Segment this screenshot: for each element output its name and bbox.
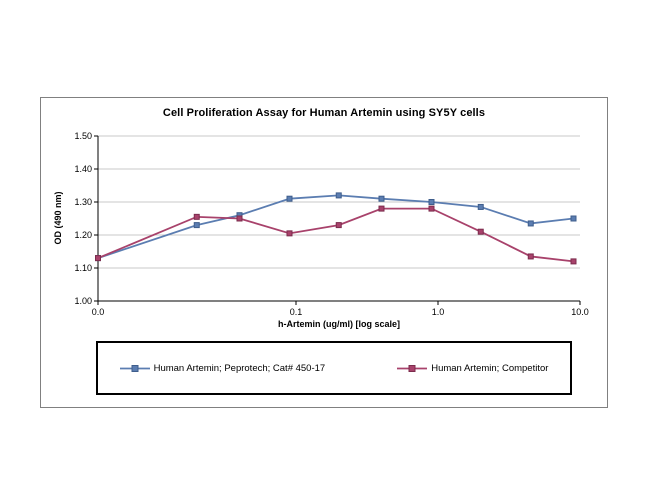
series-marker-0 [570, 215, 577, 222]
y-tick-label: 1.20 [74, 230, 92, 240]
grid-layer: 1.00 1.10 1.20 1.30 1.40 1.50 0.0 0.1 1.0 10.0 [74, 131, 588, 317]
series-marker-0 [527, 220, 534, 227]
x-axis-title: h-Artemin (ug/ml) [log scale] [278, 319, 400, 329]
x-tick-label: 10.0 [571, 307, 589, 317]
series-marker-0 [335, 192, 342, 199]
y-axis-title: OD (490 nm) [53, 191, 63, 244]
chart-frame: Cell Proliferation Assay for Human Artem… [40, 97, 608, 408]
x-tick-label: 1.0 [432, 307, 445, 317]
series-marker-1 [570, 258, 577, 265]
series-marker-0 [428, 199, 435, 205]
series-line-1 [97, 207, 574, 263]
series-marker-1 [527, 253, 534, 260]
series-marker-1 [477, 228, 484, 235]
legend-box: Human Artemin; Peprotech; Cat# 450-17 Hu… [96, 341, 572, 395]
y-tick-label: 1.30 [74, 197, 92, 207]
series-layer [95, 192, 577, 265]
legend-entry-peprotech: Human Artemin; Peprotech; Cat# 450-17 [119, 362, 326, 374]
series-marker-1 [193, 213, 200, 220]
y-tick-label: 1.50 [74, 131, 92, 141]
x-tick-label: 0.1 [290, 307, 303, 317]
series-marker-1 [378, 205, 385, 212]
series-marker-0 [477, 203, 484, 210]
x-tick-label: 0.0 [92, 307, 105, 317]
series-marker-1 [428, 205, 435, 212]
y-tick-label: 1.00 [74, 296, 92, 306]
legend-label-competitor: Human Artemin; Competitor [431, 362, 549, 374]
series-marker-1 [236, 215, 243, 222]
chart-title: Cell Proliferation Assay for Human Artem… [162, 107, 486, 119]
series-marker-1 [335, 222, 342, 229]
legend-entry-competitor: Human Artemin; Competitor [397, 363, 548, 374]
y-tick-label: 1.10 [74, 263, 92, 273]
series-marker-0 [378, 195, 385, 202]
series-line-0 [97, 194, 574, 259]
legend-marker-peprotech-icon [119, 364, 150, 373]
legend-marker-competitor-icon [397, 364, 428, 373]
series-marker-0 [193, 222, 200, 229]
plot-area: 1.00 1.10 1.20 1.30 1.40 1.50 0.0 0.1 1.0 10.0 h-… [53, 131, 589, 329]
series-marker-1 [95, 255, 101, 262]
y-tick-label: 1.40 [74, 164, 92, 174]
series-marker-1 [286, 230, 293, 237]
series-marker-0 [286, 195, 293, 202]
legend-label-peprotech: Human Artemin; Peprotech; Cat# 450-17 [153, 362, 326, 374]
